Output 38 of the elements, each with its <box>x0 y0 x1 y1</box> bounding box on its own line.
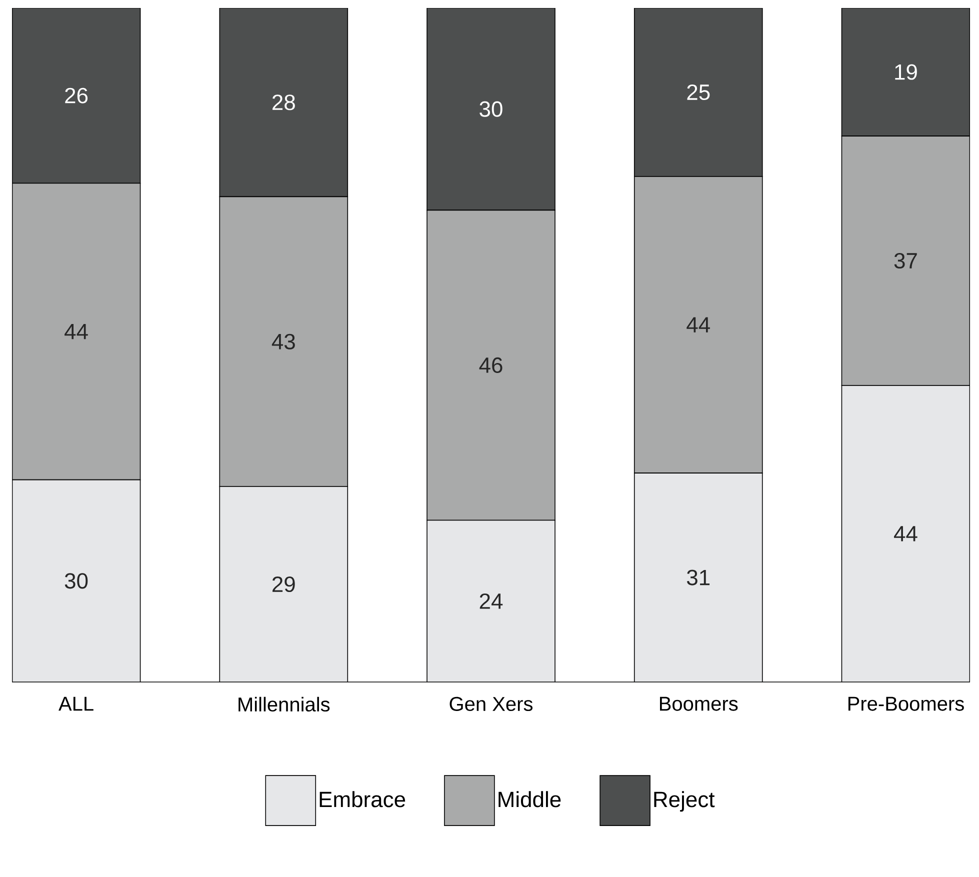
data-label: 46 <box>479 357 502 374</box>
data-label: 44 <box>894 526 918 542</box>
bar <box>220 486 348 682</box>
data-label: 26 <box>65 88 88 104</box>
legend-label: Reject <box>654 791 715 812</box>
data-label: 19 <box>895 64 917 80</box>
data-label: 24 <box>480 593 503 609</box>
x-tick-label: Boomers <box>660 696 738 711</box>
data-label: 44 <box>686 317 710 332</box>
legend-label: Middle <box>498 791 561 808</box>
bar <box>426 8 556 211</box>
bar <box>634 473 762 682</box>
bar <box>219 196 348 487</box>
bar <box>219 8 348 198</box>
data-label: 29 <box>272 576 295 592</box>
bar <box>634 176 763 474</box>
legend-label: Embrace <box>320 791 406 808</box>
data-label: 43 <box>272 334 295 350</box>
x-tick-label: Gen Xers <box>450 696 533 712</box>
bar <box>427 520 556 682</box>
x-tick-label: Pre-Boomers <box>848 696 964 711</box>
data-label: 37 <box>894 252 917 269</box>
x-tick-label: Millennials <box>238 696 330 712</box>
data-label: 31 <box>686 570 710 586</box>
x-tick-label: ALL <box>58 696 94 711</box>
bar <box>426 210 556 521</box>
data-label: 30 <box>480 101 502 117</box>
data-label: 25 <box>687 84 710 100</box>
bar <box>841 385 970 682</box>
bar <box>12 182 141 480</box>
data-label: 28 <box>272 94 295 110</box>
data-label: 30 <box>64 573 88 589</box>
bar <box>841 8 970 136</box>
bar <box>12 8 141 184</box>
bar <box>841 136 970 386</box>
data-label: 44 <box>64 324 88 340</box>
bar <box>12 480 140 682</box>
bar <box>634 8 763 177</box>
